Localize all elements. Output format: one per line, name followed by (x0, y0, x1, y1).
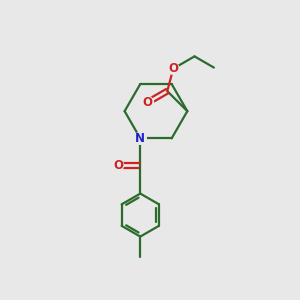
Circle shape (142, 97, 154, 108)
Circle shape (168, 63, 179, 74)
Circle shape (112, 160, 124, 171)
Text: O: O (168, 62, 178, 75)
Text: N: N (135, 132, 145, 145)
Text: O: O (113, 159, 123, 172)
Circle shape (134, 132, 146, 144)
Text: O: O (143, 96, 153, 109)
